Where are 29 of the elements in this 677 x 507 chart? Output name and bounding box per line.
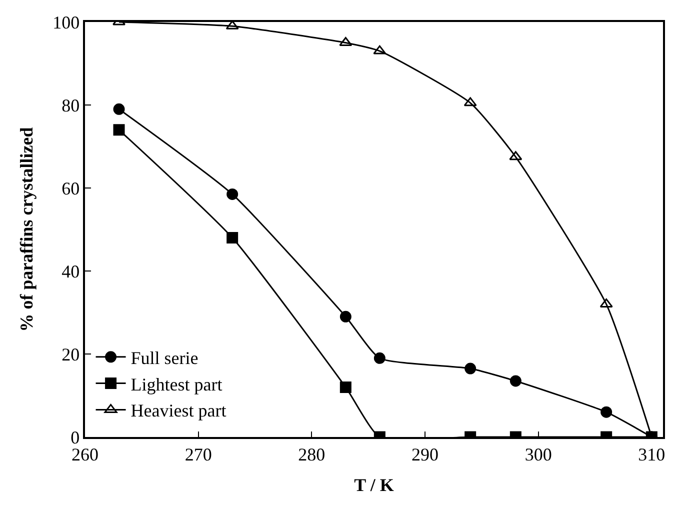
y-tick-label: 60 [62,178,80,198]
point [600,298,613,308]
point [340,310,352,322]
y-tick-label: 100 [52,12,80,32]
x-tick-label: 270 [184,444,212,464]
point [374,352,386,364]
point [226,188,238,200]
y-tick-label: 80 [62,95,80,116]
point [464,97,477,106]
legend-label: Lightest part [130,374,222,394]
point [373,45,386,54]
point [509,151,522,160]
point [464,362,476,374]
legend-label: Full serie [130,348,198,368]
point [510,375,522,387]
point [600,406,612,418]
legend-label: Heaviest part [130,400,226,421]
point [113,103,125,115]
y-tick-label: 40 [62,261,80,282]
x-axis-title: T / K [354,474,394,495]
x-tick-label: 280 [298,444,326,464]
x-tick-label: 290 [412,444,438,464]
point [226,232,238,244]
x-tick-label: 310 [638,444,666,464]
y-axis-title: % of paraffins crystallized [16,127,36,332]
x-tick-label: 300 [524,444,552,464]
point [113,124,125,136]
point [340,381,352,393]
y-tick-label: 20 [62,344,80,364]
